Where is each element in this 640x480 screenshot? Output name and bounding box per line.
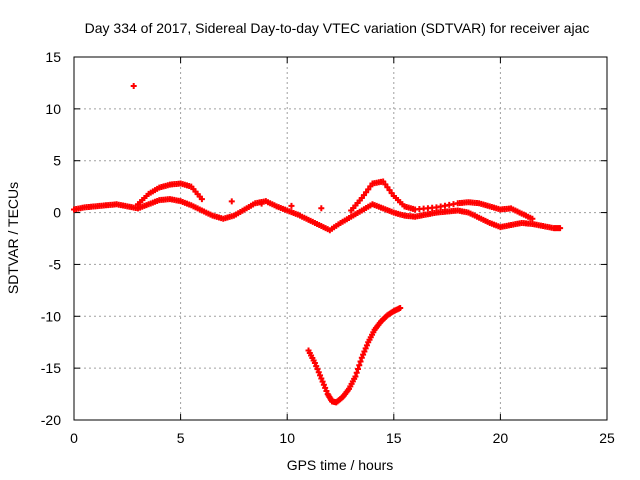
sdtvar-chart: Day 334 of 2017, Sidereal Day-to-day VTE… [0,0,640,480]
y-tick-label: -20 [41,412,61,428]
x-tick-label: 15 [386,430,402,446]
grid-lines [74,57,607,420]
data-point [229,198,235,204]
data-point [288,203,294,209]
y-tick-label: 5 [53,153,61,169]
y-axis-label: SDTVAR / TECUs [5,182,21,294]
y-tick-label: -5 [49,256,62,272]
data-point [131,83,137,89]
data-points [71,83,563,405]
data-point [318,205,324,211]
chart-title: Day 334 of 2017, Sidereal Day-to-day VTE… [85,20,590,36]
y-tick-label: 15 [45,49,61,65]
y-tick-label: 0 [53,205,61,221]
x-tick-label: 25 [599,430,615,446]
axis-ticks: 0 5 10 15 20 25 -20 -15 -10 -5 0 5 10 15 [41,49,615,446]
y-tick-label: -10 [41,308,61,324]
x-tick-label: 20 [493,430,509,446]
y-tick-label: -15 [41,360,61,376]
plot-frame [74,57,607,420]
x-axis-label: GPS time / hours [287,457,394,473]
y-tick-label: 10 [45,101,61,117]
x-tick-label: 0 [70,430,78,446]
x-tick-label: 10 [279,430,295,446]
x-tick-label: 5 [177,430,185,446]
